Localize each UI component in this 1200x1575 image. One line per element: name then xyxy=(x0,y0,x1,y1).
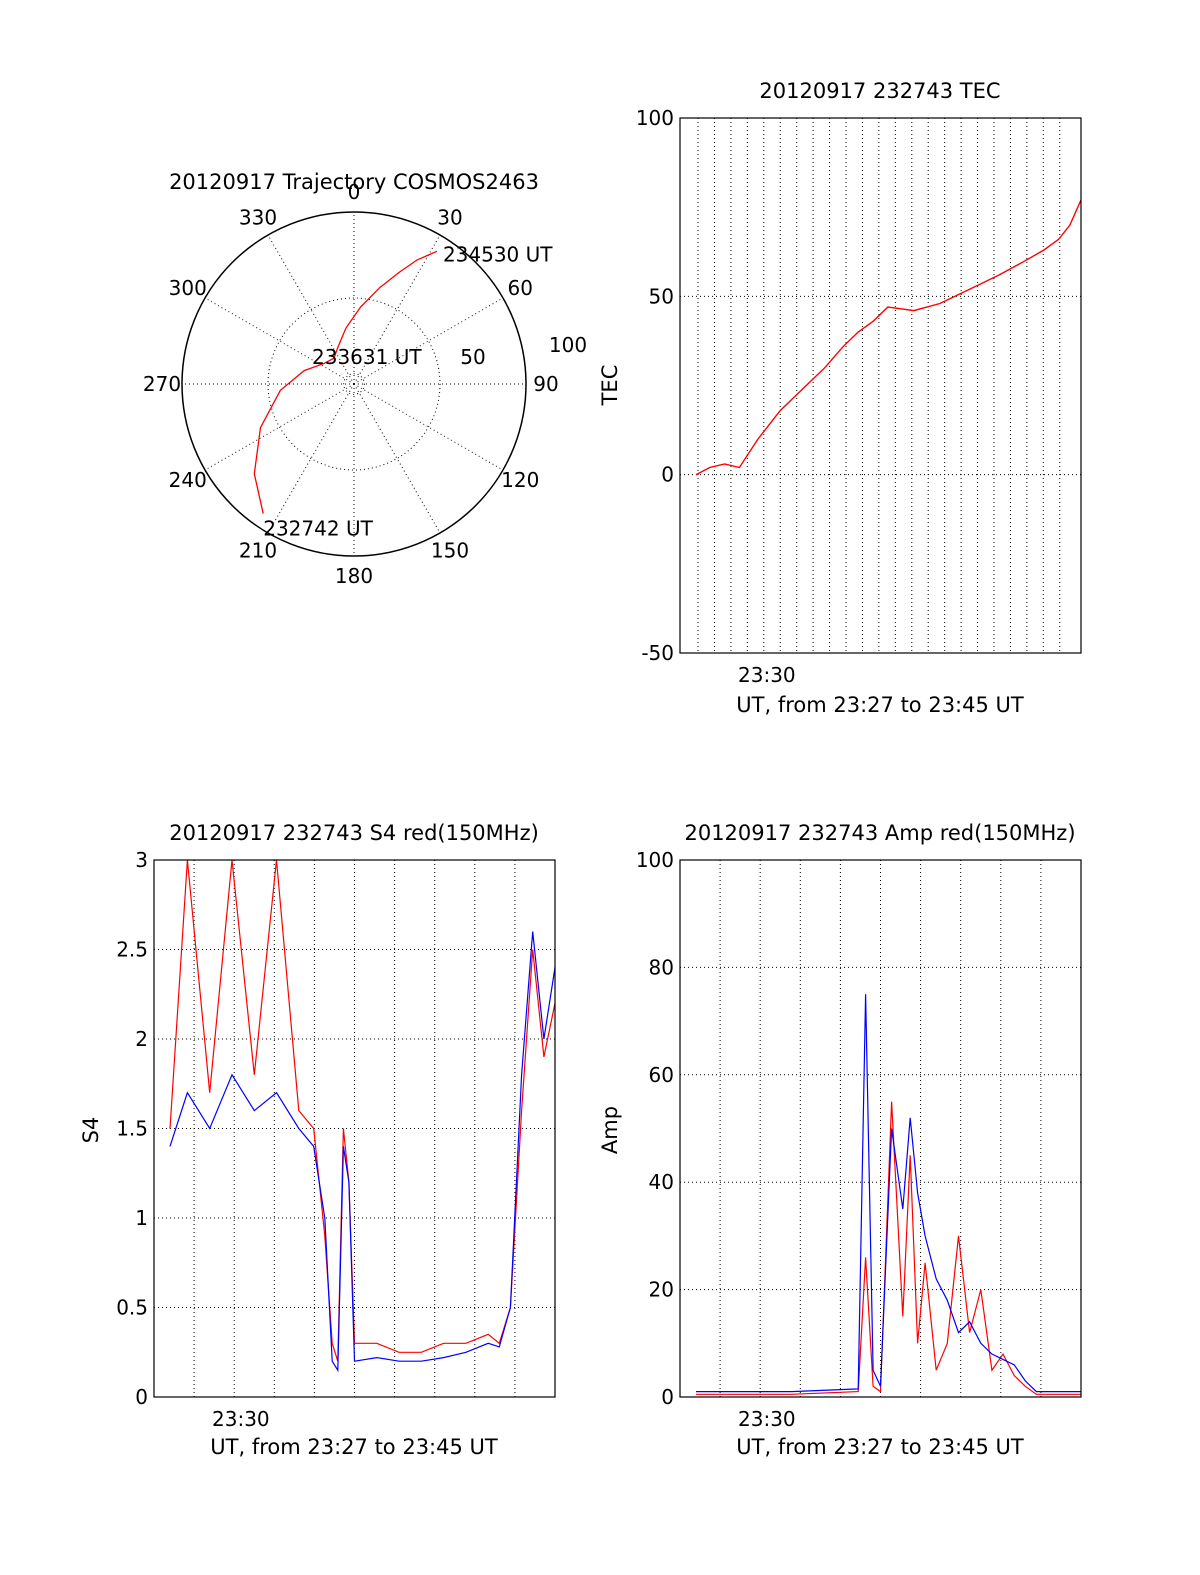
y-tick-label: 40 xyxy=(649,1170,674,1194)
y-tick-label: 20 xyxy=(649,1278,674,1302)
s4-title: 20120917 232743 S4 red(150MHz) xyxy=(169,821,539,845)
y-tick-label: 3 xyxy=(135,848,148,872)
grid-lines xyxy=(680,117,1081,654)
grid-lines xyxy=(154,859,555,1398)
x-tick-label: 23:30 xyxy=(738,663,796,687)
tec-xlabel: UT, from 23:27 to 23:45 UT xyxy=(736,693,1024,717)
amp-ylabel: Amp xyxy=(598,1106,622,1154)
x-tick-label: 23:30 xyxy=(738,1407,796,1431)
s4-xlabel: UT, from 23:27 to 23:45 UT xyxy=(210,1435,498,1459)
polar-time-annotation: 232742 UT xyxy=(263,517,373,541)
y-tick-label: 100 xyxy=(636,106,674,130)
polar-grid-circle-1 xyxy=(343,373,365,395)
polar-angle-labels: 0 30 60 90 120 150 180 210 240 270 300 330 xyxy=(143,180,559,588)
polar-trajectory-series: 232742 UT 233631 UT 234530 UT xyxy=(253,242,553,541)
y-tick-label: -50 xyxy=(641,641,674,665)
polar-outer-circle xyxy=(181,211,527,557)
polar-angle-label: 0 xyxy=(348,180,361,204)
x-tick-label: 23:30 xyxy=(212,1407,270,1431)
series-line-red xyxy=(695,199,1082,476)
polar-angle-label: 90 xyxy=(533,372,558,396)
tec-panel: 20120917 232743 TEC UT, from 23:27 to 23… xyxy=(598,79,1082,717)
polar-time-annotation: 234530 UT xyxy=(443,242,553,266)
polar-spoke-30 xyxy=(353,234,441,385)
polar-title: 20120917 Trajectory COSMOS2463 xyxy=(169,170,539,194)
plot-frame xyxy=(679,859,1082,1398)
polar-angle-label: 60 xyxy=(508,276,533,300)
tec-ylabel: TEC xyxy=(598,365,622,407)
polar-radius-label: 100 xyxy=(549,333,587,357)
polar-spoke-300 xyxy=(204,297,355,385)
y-tick-label: 0.5 xyxy=(116,1296,148,1320)
polar-angle-label: 270 xyxy=(143,372,181,396)
y-tick-label: 0 xyxy=(661,1385,674,1409)
polar-grid xyxy=(181,211,527,557)
y-tick-label: 1.5 xyxy=(116,1117,148,1141)
polar-spoke-210 xyxy=(267,383,355,534)
polar-spoke-330 xyxy=(267,234,355,385)
y-tick-label: 2 xyxy=(135,1027,148,1051)
y-tick-label: 50 xyxy=(649,284,674,308)
series-line-blue xyxy=(169,931,556,1373)
polar-radius-label: 50 xyxy=(460,345,485,369)
polar-angle-label: 300 xyxy=(169,276,207,300)
y-tick-label: 80 xyxy=(649,955,674,979)
series-line-red xyxy=(169,859,556,1362)
polar-spoke-240 xyxy=(204,383,355,471)
polar-angle-label: 210 xyxy=(239,538,277,562)
polar-trajectory-panel: 20120917 Trajectory COSMOS2463 0 30 60 90 12… xyxy=(143,170,587,588)
polar-angle-label: 150 xyxy=(431,538,469,562)
y-tick-label: 100 xyxy=(636,848,674,872)
polar-angle-label: 180 xyxy=(335,564,373,588)
grid-lines xyxy=(680,859,1081,1398)
polar-spoke-60 xyxy=(353,297,504,385)
series-line-blue xyxy=(696,994,1081,1393)
y-tick-label: 0 xyxy=(661,463,674,487)
tec-title: 20120917 232743 TEC xyxy=(759,79,1000,103)
y-tick-label: 0 xyxy=(135,1385,148,1409)
polar-time-annotation: 233631 UT xyxy=(312,345,422,369)
s4-ylabel: S4 xyxy=(79,1117,103,1144)
polar-trajectory-line xyxy=(253,250,438,514)
y-tick-label: 2.5 xyxy=(116,938,148,962)
amp-xlabel: UT, from 23:27 to 23:45 UT xyxy=(736,1435,1024,1459)
polar-radius-labels: 50 100 xyxy=(460,333,587,369)
polar-spoke-120 xyxy=(353,383,504,471)
polar-angle-label: 120 xyxy=(501,468,539,492)
polar-angle-label: 30 xyxy=(437,206,462,230)
plot-frame xyxy=(679,117,1082,654)
polar-angle-label: 330 xyxy=(239,206,277,230)
s4-panel: 20120917 232743 S4 red(150MHz) UT, from … xyxy=(79,821,556,1459)
y-tick-label: 60 xyxy=(649,1063,674,1087)
y-tick-label: 1 xyxy=(135,1206,148,1230)
polar-spoke-150 xyxy=(353,383,441,534)
polar-angle-label: 240 xyxy=(169,468,207,492)
polar-grid-circle-0 xyxy=(267,297,441,471)
amp-panel: 20120917 232743 Amp red(150MHz) UT, from… xyxy=(598,821,1082,1459)
plot-frame xyxy=(153,859,556,1398)
series-line-red xyxy=(696,1101,1081,1395)
amp-title: 20120917 232743 Amp red(150MHz) xyxy=(684,821,1075,845)
